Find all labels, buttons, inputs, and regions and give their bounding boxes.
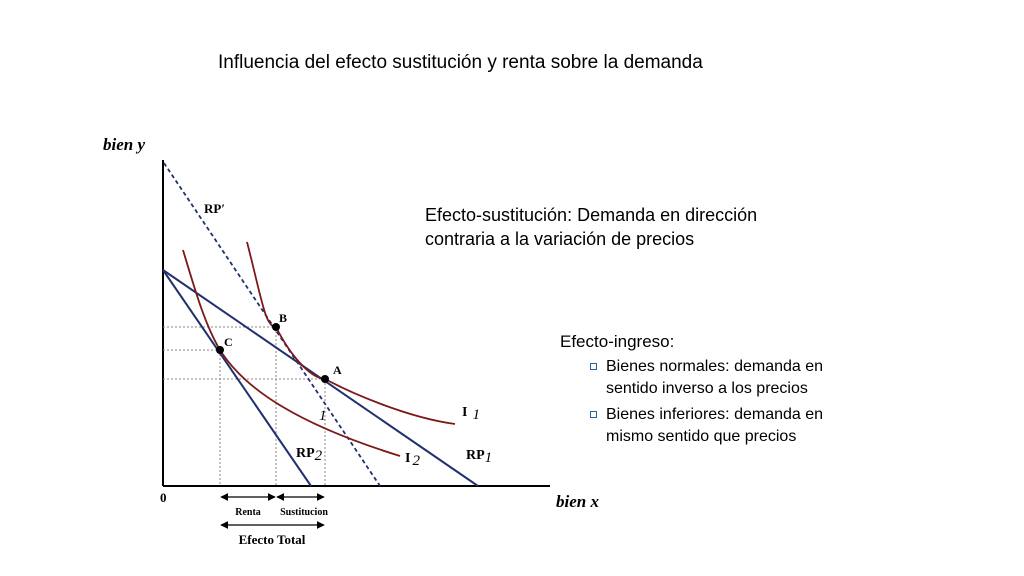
square-bullet-icon [590, 363, 597, 370]
i2-label-sub: 2 [412, 453, 420, 469]
bullet-line: Bienes inferiores: demanda en [606, 406, 824, 423]
list-item: Bienes inferiores: demanda en mismo sent… [590, 404, 880, 448]
substitution-note-line1: Efecto-sustitución: Demanda en dirección [425, 205, 758, 225]
income-note-heading: Efecto-ingreso: [560, 332, 675, 351]
renta-label: Renta [235, 507, 261, 518]
i1-label-sub: 1 [472, 407, 480, 423]
rp2-label-main: RP [296, 446, 315, 461]
point-a-label: A [333, 363, 342, 377]
substitution-note-line2: contraria a la variación de precios [425, 229, 695, 249]
rp2-label: RP2 [296, 446, 323, 464]
substitution-note: Efecto-sustitución: Demanda en dirección… [425, 203, 757, 251]
x-axis-label: bien x [556, 492, 599, 511]
indifference-curve-i1 [246, 241, 456, 425]
efecto-total-label: Efecto Total [239, 532, 306, 547]
sustitucion-label: Sustitucion [280, 507, 328, 518]
rp1-label-main: RP [466, 448, 485, 463]
bullet-line: Bienes normales: demanda en [606, 358, 824, 375]
rp-prime-label: RP′ [204, 201, 225, 216]
i2-label-main: I [405, 451, 410, 466]
income-note-bullets: Bienes normales: demanda en sentido inve… [590, 356, 880, 452]
point-c-label: C [224, 335, 233, 349]
guide-lines [163, 326, 326, 486]
i1-label-main: I [462, 405, 467, 420]
y-axis-label: bien y [103, 135, 145, 154]
bullet-line: mismo sentido que precios [606, 428, 797, 445]
budget-line-rp2 [162, 269, 312, 487]
point-a [321, 375, 329, 383]
page-title: Influencia del efecto sustitución y rent… [218, 52, 703, 73]
rp1-label: RP1 [466, 448, 492, 466]
list-item: Bienes normales: demanda en sentido inve… [590, 356, 880, 400]
point-b-label: B [279, 311, 287, 325]
bullet-line: sentido inverso a los precios [606, 380, 808, 397]
rp1-label-sub: 1 [485, 450, 493, 466]
point-c [216, 346, 224, 354]
indifference-curve-i2 [182, 249, 401, 457]
square-bullet-icon [590, 411, 597, 418]
rp2-label-sub: 2 [315, 448, 323, 464]
point-b [272, 323, 280, 331]
budget-line-rp-prime [163, 162, 381, 487]
stray-one-label: 1 [319, 408, 327, 424]
origin-label: 0 [160, 490, 167, 505]
